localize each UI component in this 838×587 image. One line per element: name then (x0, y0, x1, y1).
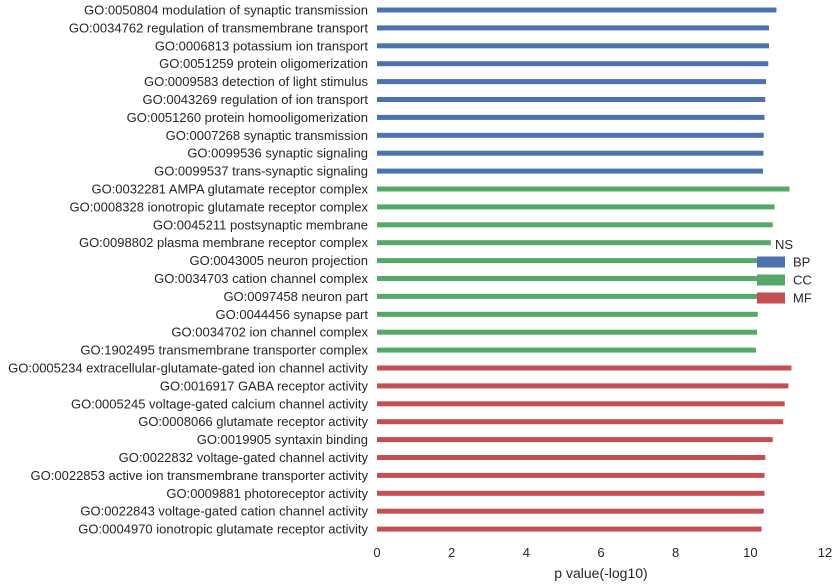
category-label: GO:0034762 regulation of transmembrane t… (69, 20, 369, 35)
legend-label-cc: CC (793, 273, 812, 288)
bar-bp (377, 7, 777, 13)
bar-bp (377, 168, 764, 174)
category-label: GO:0051259 protein oligomerization (159, 56, 368, 71)
category-label: GO:0034703 cation channel complex (154, 271, 368, 286)
x-tick-label: 2 (448, 545, 455, 560)
bar-mf (377, 383, 789, 389)
bar-bp (377, 97, 766, 102)
x-tick-label: 10 (743, 545, 757, 560)
bar-cc (377, 240, 771, 246)
category-label: GO:0044456 synapse part (216, 307, 369, 322)
category-label: GO:0022853 active ion transmembrane tran… (31, 468, 369, 483)
bar-bp (377, 79, 767, 85)
category-label: GO:0032281 AMPA glutamate receptor compl… (91, 182, 368, 197)
category-label: GO:0019905 syntaxin binding (197, 432, 368, 447)
legend: NS BP CC MF (757, 237, 812, 306)
category-label: GO:0005234 extracellular-glutamate-gated… (8, 361, 368, 376)
legend-swatch-cc (757, 274, 785, 286)
legend-title: NS (775, 237, 793, 252)
bar-bp (377, 114, 765, 120)
bar-mf (377, 437, 773, 443)
bar-mf (377, 365, 792, 371)
legend-label-mf: MF (793, 291, 812, 306)
bar-cc (377, 186, 790, 192)
bar-mf (377, 490, 765, 496)
x-tick-label: 12 (818, 545, 832, 560)
bar-mf (377, 508, 764, 514)
bar-bp (377, 43, 769, 49)
category-label: GO:0034702 ion channel complex (171, 325, 368, 340)
legend-swatch-mf (757, 292, 785, 304)
category-label: GO:0006813 potassium ion transport (155, 38, 369, 53)
category-label: GO:0022843 voltage-gated cation channel … (80, 504, 368, 519)
bar-cc (377, 293, 760, 299)
category-label: GO:0099536 synaptic signaling (187, 146, 368, 161)
bar-cc (377, 329, 758, 335)
bar-cc (377, 276, 764, 281)
category-label: GO:0004970 ionotropic glutamate receptor… (78, 522, 368, 537)
category-label: GO:0043269 regulation of ion transport (143, 92, 369, 107)
x-tick-label: 6 (597, 545, 604, 560)
bar-bp (377, 61, 769, 67)
bar-cc (377, 311, 758, 317)
bar-mf (377, 401, 785, 407)
bar-cc (377, 258, 768, 264)
x-axis-ticks: 0 2 4 6 8 10 12 (373, 545, 832, 560)
category-label: GO:0099537 trans-synaptic signaling (154, 164, 368, 179)
x-axis-label: p value(-log10) (554, 565, 647, 581)
category-label: GO:0045211 postsynaptic membrane (153, 217, 368, 232)
bar-bp (377, 132, 764, 138)
bar-mf (377, 472, 765, 478)
category-label: GO:0008328 ionotropic glutamate receptor… (70, 199, 369, 214)
category-label: GO:0005245 voltage-gated calcium channel… (71, 396, 369, 411)
category-label: GO:0051260 protein homooligomerization (127, 110, 368, 125)
category-labels: GO:0050804 modulation of synaptic transm… (8, 3, 368, 537)
category-label: GO:0050804 modulation of synaptic transm… (84, 3, 368, 18)
category-label: GO:0016917 GABA receptor activity (160, 378, 369, 393)
bar-cc (377, 347, 756, 353)
bars-layer (377, 7, 792, 532)
bar-mf (377, 526, 762, 532)
bar-cc (377, 222, 773, 228)
legend-label-bp: BP (793, 255, 810, 270)
category-label: GO:0097458 neuron part (223, 289, 368, 304)
category-label: GO:0007268 synaptic transmission (166, 128, 368, 143)
bar-mf (377, 455, 766, 460)
category-label: GO:0043005 neuron projection (189, 253, 368, 268)
bar-mf (377, 419, 784, 425)
bar-cc (377, 204, 775, 210)
bar-bp (377, 150, 764, 156)
legend-swatch-bp (757, 256, 785, 268)
x-tick-label: 8 (672, 545, 679, 560)
x-tick-label: 0 (373, 545, 380, 560)
category-label: GO:1902495 transmembrane transporter com… (80, 343, 368, 358)
bar-bp (377, 25, 769, 31)
category-label: GO:0009583 detection of light stimulus (144, 74, 369, 89)
category-label: GO:0008066 glutamate receptor activity (138, 414, 368, 429)
x-tick-label: 4 (523, 545, 530, 560)
category-label: GO:0009881 photoreceptor activity (166, 486, 368, 501)
category-label: GO:0098802 plasma membrane receptor comp… (79, 235, 369, 250)
category-label: GO:0022832 voltage-gated channel activit… (119, 450, 369, 465)
